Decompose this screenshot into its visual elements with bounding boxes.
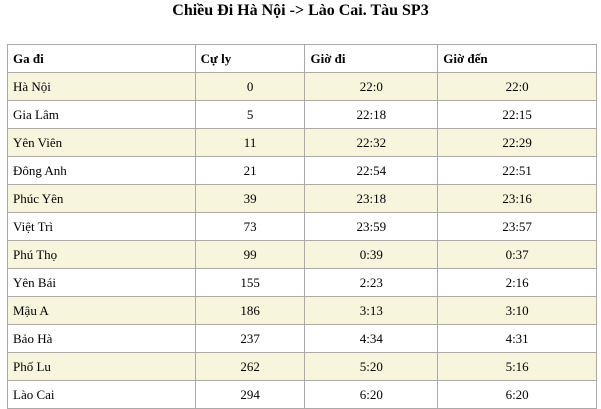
table-cell: 5 [194,100,306,129]
table-row: Gia Lâm 5 22:18 22:15 [7,100,597,129]
table-row: Việt Trì 73 23:59 23:57 [7,212,597,241]
table-cell: Việt Trì [7,212,196,241]
table-cell: 22:32 [304,128,439,157]
table-cell: Yên Bái [7,268,196,297]
table-cell: 22:18 [304,100,439,129]
table-cell: 6:20 [304,380,439,409]
table-cell: Mậu A [7,296,196,325]
table-cell: 23:57 [437,212,597,241]
table-cell: 22:54 [304,156,439,185]
table-cell: 3:13 [304,296,439,325]
table-cell: Yên Viên [7,128,196,157]
table-cell: 237 [194,324,306,353]
table-cell: 22:15 [437,100,597,129]
table-cell: Phúc Yên [7,184,196,213]
table-cell: 3:10 [437,296,597,325]
table-cell: 99 [194,240,306,269]
table-cell: 22:0 [437,72,597,101]
table-cell: 23:18 [304,184,439,213]
table-cell: 186 [194,296,306,325]
table-cell: Hà Nội [7,72,196,101]
table-row: Đông Anh 21 22:54 22:51 [7,156,597,185]
table-cell: 0 [194,72,306,101]
table-cell: Lào Cai [7,380,196,409]
table-cell: 11 [194,128,306,157]
column-header: Ga đi [7,44,196,73]
table-cell: 262 [194,352,306,381]
table-cell: Gia Lâm [7,100,196,129]
table-cell: 5:20 [304,352,439,381]
table-cell: 5:16 [437,352,597,381]
page-title: Chiều Đi Hà Nội -> Lào Cai. Tàu SP3 [172,2,429,19]
table-cell: 0:39 [304,240,439,269]
table-cell: 73 [194,212,306,241]
table-row: Phố Lu 262 5:20 5:16 [7,352,597,381]
table-row: Phúc Yên 39 23:18 23:16 [7,184,597,213]
table-row: Mậu A 186 3:13 3:10 [7,296,597,325]
column-header: Giờ đi [304,44,439,73]
table-cell: 4:31 [437,324,597,353]
table-cell: 22:51 [437,156,597,185]
table-row: Bảo Hà 237 4:34 4:31 [7,324,597,353]
table-cell: 23:59 [304,212,439,241]
column-header: Giờ đến [437,44,597,73]
column-header: Cự ly [194,44,306,73]
table-row: Lào Cai 294 6:20 6:20 [7,380,597,409]
table-cell: 0:37 [437,240,597,269]
table-cell: Đông Anh [7,156,196,185]
table-cell: 294 [194,380,306,409]
table-cell: Phố Lu [7,352,196,381]
table-row: Yên Viên 11 22:32 22:29 [7,128,597,157]
table-cell: 23:16 [437,184,597,213]
table-cell: 22:0 [304,72,439,101]
table-cell: 155 [194,268,306,297]
table-cell: 21 [194,156,306,185]
table-row: Yên Bái 155 2:23 2:16 [7,268,597,297]
table-cell: 22:29 [437,128,597,157]
table-cell: 6:20 [437,380,597,409]
table-cell: 2:16 [437,268,597,297]
table-cell: 4:34 [304,324,439,353]
table-row: Phú Thọ 99 0:39 0:37 [7,240,597,269]
table-row: Hà Nội 0 22:0 22:0 [7,72,597,101]
table-cell: Bảo Hà [7,324,196,353]
table-cell: 39 [194,184,306,213]
table-body: Hà Nội 0 22:0 22:0 Gia Lâm 5 22:18 22:15 Yên Viê… [7,72,597,409]
table-cell: 2:23 [304,268,439,297]
schedule-table: Ga đi Cự ly Giờ đi Giờ đến Hà Nội 0 22:0 22:0 G… [7,44,597,409]
header-row: Ga đi Cự ly Giờ đi Giờ đến [7,44,597,73]
table-cell: Phú Thọ [7,240,196,269]
